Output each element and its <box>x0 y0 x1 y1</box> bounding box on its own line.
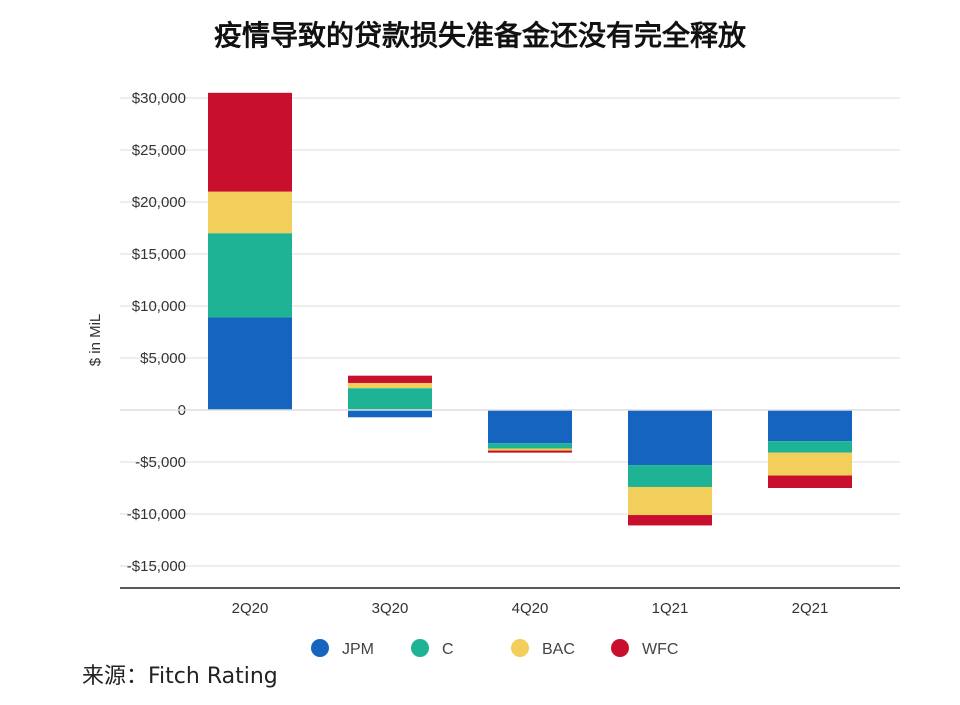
bar-segment-c-4q20 <box>488 443 572 449</box>
bar-segment-c-2q20 <box>208 233 292 318</box>
y-axis-label: $ in MiL <box>87 314 104 367</box>
legend-label-wfc: WFC <box>642 641 678 658</box>
y-tick-label: $5,000 <box>140 350 186 367</box>
legend-label-c: C <box>442 641 454 658</box>
bar-segment-bac-3q20 <box>348 382 432 389</box>
bar-segment-jpm-2q20 <box>208 317 292 410</box>
bars <box>208 92 852 526</box>
y-tick-label: $30,000 <box>132 90 186 107</box>
bar-segment-bac-2q20 <box>208 191 292 234</box>
chart-title: 疫情导致的贷款损失准备金还没有完全释放 <box>214 19 747 52</box>
x-axis-ticks: 2Q20 3Q20 4Q20 1Q21 2Q21 <box>232 600 829 617</box>
bar-segment-wfc-4q20 <box>488 450 572 453</box>
bar-segment-jpm-2q21 <box>768 410 852 442</box>
legend-marker-wfc <box>611 639 629 657</box>
legend-marker-bac <box>511 639 529 657</box>
bar-segment-c-1q21 <box>628 465 712 487</box>
y-tick-label: -$5,000 <box>135 454 186 471</box>
bar-segment-bac-1q21 <box>628 486 712 516</box>
y-tick-label: $10,000 <box>132 298 186 315</box>
x-tick-label: 1Q21 <box>652 600 689 617</box>
y-tick-label: $25,000 <box>132 142 186 159</box>
legend-label-jpm: JPM <box>342 641 374 658</box>
bar-segment-c-2q21 <box>768 441 852 453</box>
y-tick-label: -$10,000 <box>127 506 186 523</box>
bar-segment-wfc-1q21 <box>628 515 712 526</box>
x-tick-label: 4Q20 <box>512 600 549 617</box>
bar-segment-c-3q20 <box>348 388 432 410</box>
legend-label-bac: BAC <box>542 641 575 658</box>
y-tick-label: $15,000 <box>132 246 186 263</box>
y-axis-ticks: $30,000 $25,000 $20,000 $15,000 $10,000 $5,00… <box>127 90 186 575</box>
legend-marker-c <box>411 639 429 657</box>
x-tick-label: 2Q21 <box>792 600 829 617</box>
bar-segment-wfc-3q20 <box>348 375 432 383</box>
bar-segment-jpm-1q21 <box>628 410 712 466</box>
y-tick-label: $20,000 <box>132 194 186 211</box>
bar-segment-wfc-2q20 <box>208 92 292 192</box>
source-note: 来源：Fitch Rating <box>82 664 278 689</box>
y-tick-label: -$15,000 <box>127 558 186 575</box>
bar-segment-jpm-4q20 <box>488 410 572 444</box>
bar-segment-bac-4q20 <box>488 448 572 451</box>
bar-segment-jpm-3q20 <box>348 410 432 418</box>
bar-segment-bac-2q21 <box>768 452 852 476</box>
legend: JPM C BAC WFC <box>311 639 678 658</box>
bar-segment-wfc-2q21 <box>768 475 852 488</box>
x-tick-label: 3Q20 <box>372 600 409 617</box>
x-tick-label: 2Q20 <box>232 600 269 617</box>
legend-marker-jpm <box>311 639 329 657</box>
